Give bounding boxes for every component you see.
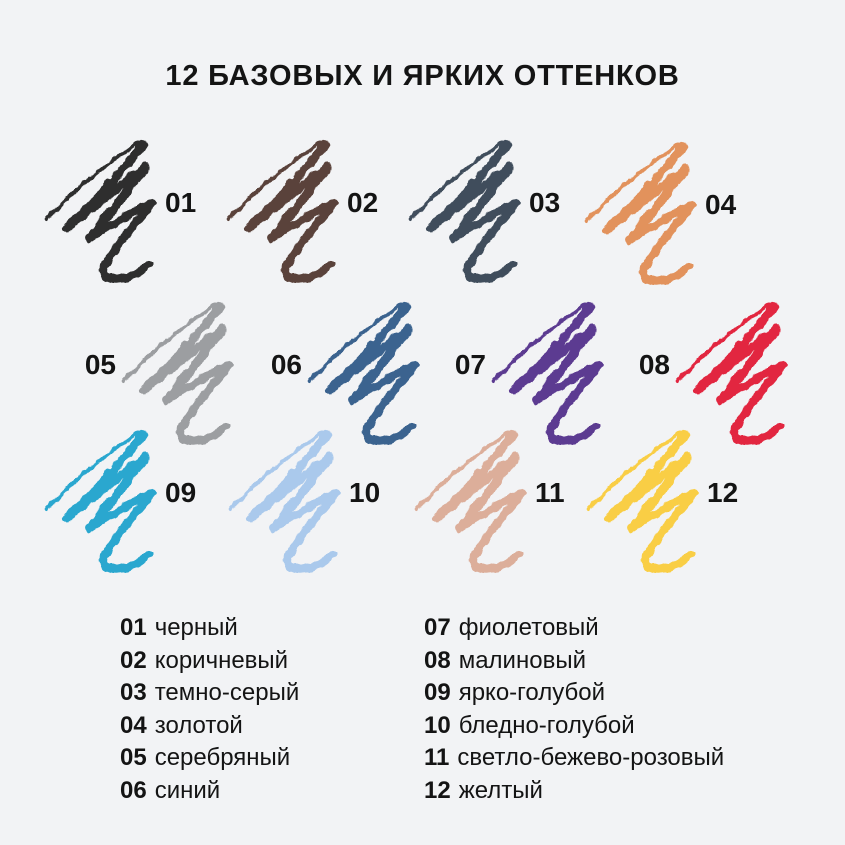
legend-shade-name-01: черный bbox=[154, 614, 238, 641]
pencil-scribble-02 bbox=[226, 136, 344, 284]
legend-item-05: 05 серебряный bbox=[120, 742, 299, 775]
swatch-05: 05 bbox=[76, 298, 239, 446]
swatch-07: 07 bbox=[446, 298, 609, 446]
legend-number-10: 10 bbox=[424, 711, 451, 739]
legend-number-05: 05 bbox=[120, 744, 147, 771]
legend-number-03: 03 bbox=[120, 679, 147, 706]
swatch-03: 03 bbox=[408, 136, 569, 284]
legend-shade-name-03: темно-серый bbox=[154, 679, 300, 706]
swatch-09: 09 bbox=[44, 426, 205, 574]
pencil-scribble-09 bbox=[44, 426, 162, 574]
legend-item-01: 01 черный bbox=[120, 612, 299, 645]
swatch-11: 11 bbox=[414, 426, 575, 574]
pencil-scribble-05 bbox=[121, 298, 239, 446]
legend-number-02: 02 bbox=[120, 646, 147, 674]
legend-number-01: 01 bbox=[120, 614, 147, 641]
legend-item-12: 12 желтый bbox=[424, 775, 724, 808]
swatch-06: 06 bbox=[262, 298, 425, 446]
swatch-12: 12 bbox=[586, 426, 747, 574]
swatch-number-11: 11 bbox=[535, 477, 565, 508]
legend-item-02: 02 коричневый bbox=[120, 645, 299, 678]
swatch-number-08: 08 bbox=[638, 349, 670, 380]
legend-column-left: 01 черный 02 коричневый 03 темно-серый 04 золот… bbox=[120, 612, 299, 807]
legend-shade-name-07: фиолетовый bbox=[458, 614, 599, 641]
legend-number-08: 08 bbox=[424, 646, 451, 674]
legend-number-07: 07 bbox=[424, 614, 451, 641]
swatch-number-10: 10 bbox=[349, 477, 381, 508]
pencil-scribble-08 bbox=[675, 298, 793, 446]
legend-item-10: 10 бледно-голубой bbox=[424, 710, 724, 743]
legend-number-09: 09 bbox=[424, 679, 451, 706]
legend-shade-name-12: желтый bbox=[458, 776, 543, 804]
legend-shade-name-09: ярко-голубой bbox=[458, 679, 605, 706]
legend-item-03: 03 темно-серый bbox=[120, 677, 299, 710]
swatch-number-12: 12 bbox=[707, 477, 739, 508]
swatch-01: 01 bbox=[44, 136, 205, 284]
legend-shade-name-06: синий bbox=[154, 776, 221, 804]
legend-number-06: 06 bbox=[120, 776, 147, 804]
pencil-scribble-01 bbox=[44, 136, 162, 284]
legend-shade-name-10: бледно-голубой bbox=[458, 711, 635, 739]
pencil-scribble-06 bbox=[307, 298, 425, 446]
swatch-number-01: 01 bbox=[165, 187, 197, 218]
pencil-scribble-10 bbox=[228, 426, 346, 574]
pencil-scribble-07 bbox=[491, 298, 609, 446]
swatch-04: 04 bbox=[584, 138, 745, 286]
legend-number-04: 04 bbox=[120, 711, 147, 739]
legend-shade-name-02: коричневый bbox=[154, 646, 289, 674]
swatch-02: 02 bbox=[226, 136, 387, 284]
swatch-number-03: 03 bbox=[529, 187, 561, 218]
legend-column-right: 07 фиолетовый 08 малиновый 09 ярко-голубой 10 б… bbox=[424, 612, 724, 807]
legend-item-06: 06 синий bbox=[120, 775, 299, 808]
legend-shade-name-11: светло-бежево-розовый bbox=[457, 744, 725, 771]
legend-item-04: 04 золотой bbox=[120, 710, 299, 743]
legend-item-11: 11 светло-бежево-розовый bbox=[424, 742, 724, 775]
legend-item-07: 07 фиолетовый bbox=[424, 612, 724, 645]
swatch-number-05: 05 bbox=[84, 349, 116, 380]
swatch-08: 08 bbox=[630, 298, 793, 446]
pencil-scribble-03 bbox=[408, 136, 526, 284]
legend-item-09: 09 ярко-голубой bbox=[424, 677, 724, 710]
pencil-scribble-04 bbox=[584, 138, 702, 286]
legend-number-11: 11 bbox=[424, 744, 450, 771]
swatch-number-09: 09 bbox=[165, 477, 197, 508]
pencil-scribble-11 bbox=[414, 426, 532, 574]
legend-item-08: 08 малиновый bbox=[424, 645, 724, 678]
swatch-number-07: 07 bbox=[454, 349, 486, 380]
swatch-10: 10 bbox=[228, 426, 389, 574]
legend-shade-name-08: малиновый bbox=[458, 646, 586, 674]
legend-number-12: 12 bbox=[424, 776, 451, 804]
swatch-number-04: 04 bbox=[705, 189, 737, 220]
page-title: 12 БАЗОВЫХ И ЯРКИХ ОТТЕНКОВ bbox=[165, 60, 680, 92]
swatch-number-06: 06 bbox=[270, 349, 302, 380]
pencil-scribble-12 bbox=[586, 426, 704, 574]
legend-shade-name-05: серебряный bbox=[154, 744, 291, 771]
legend-shade-name-04: золотой bbox=[154, 711, 243, 739]
swatch-number-02: 02 bbox=[347, 187, 379, 218]
